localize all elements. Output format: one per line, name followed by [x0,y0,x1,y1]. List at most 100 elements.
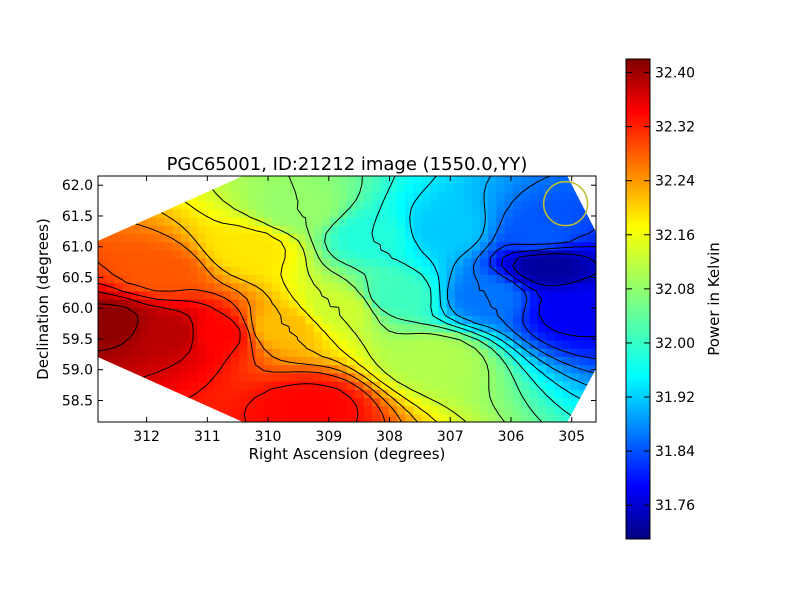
heatmap-cell [413,200,423,210]
heatmap-cell [579,249,589,259]
heatmap-cell [330,307,340,316]
heatmap-cell [222,331,232,341]
heatmap-cell [338,290,348,300]
heatmap-cell [197,225,207,234]
heatmap-cell [413,208,423,218]
heatmap-cell [197,241,207,251]
heatmap-cell [214,340,224,349]
heatmap-cell [272,389,282,398]
heatmap-cell [181,364,190,374]
heatmap-cell [98,200,107,210]
heatmap-cell [496,315,506,325]
heatmap-cell [529,405,539,415]
heatmap-cell [189,176,199,185]
heatmap-cell [297,340,307,349]
heatmap-cell [214,397,224,407]
heatmap-cell [446,258,456,267]
heatmap-cell [479,307,489,316]
heatmap-cell [396,299,406,308]
heatmap-cell [164,315,174,325]
heatmap-cell [347,208,356,218]
heatmap-cell [554,192,564,202]
heatmap-cell [347,258,356,267]
heatmap-cell [371,356,381,366]
heatmap-cell [230,315,240,325]
heatmap-cell [562,184,572,193]
heatmap-cell [488,356,497,366]
heatmap-cell [280,372,290,382]
heatmap-cell [197,290,207,300]
contour-line [324,176,543,422]
heatmap-cell [322,381,331,390]
heatmap-cell [131,348,141,357]
colorbar [625,58,651,540]
heatmap-cell [214,176,224,185]
heatmap-cell [139,200,149,210]
heatmap-cell [147,364,157,374]
heatmap-cell [421,258,431,267]
heatmap-cell [214,381,224,390]
heatmap-cell [579,381,589,390]
heatmap-cell [496,348,506,357]
heatmap-cell [139,340,149,349]
heatmap-cell [396,323,406,333]
heatmap-cell [106,217,116,226]
heatmap-cell [363,274,373,284]
heatmap-cell [413,413,423,422]
heatmap-cell [272,315,282,325]
heatmap-cell [488,258,497,267]
heatmap-cell [571,266,580,275]
heatmap-cell [222,282,232,292]
heatmap-cell [114,241,124,251]
heatmap-cell [147,356,157,366]
heatmap-cell [147,249,157,259]
heatmap-cell [255,372,265,382]
heatmap-cell [280,208,290,218]
heatmap-cell [396,233,406,243]
heatmap-cell [122,307,132,316]
heatmap-cell [106,290,116,300]
heatmap-cell [264,356,273,366]
heatmap-cell [380,282,390,292]
heatmap-cell [305,241,315,251]
heatmap-cell [114,249,124,259]
heatmap-cell [230,323,240,333]
heatmap-cell [463,249,473,259]
heatmap-cell [513,266,522,275]
heatmap-cell [172,225,182,234]
heatmap-cell [255,340,265,349]
heatmap-cell [197,258,207,267]
heatmap-cell [371,249,381,259]
contour-line [98,303,139,352]
heatmap-cell [521,364,531,374]
heatmap-cell [98,192,107,202]
heatmap-cell [513,184,522,193]
heatmap-cell [463,413,473,422]
heatmap-cell [239,372,248,382]
heatmap-cell [338,323,348,333]
heatmap-cell [114,200,124,210]
heatmap-cell [313,266,323,275]
heatmap-cell [222,176,232,185]
heatmap-cell [189,315,199,325]
heatmap-cell [98,364,107,374]
heatmap-cell [230,331,240,341]
heatmap-cell [546,225,556,234]
heatmap-cell [579,307,589,316]
heatmap-cell [430,413,439,422]
heatmap-cell [322,290,331,300]
heatmap-cell [504,356,514,366]
heatmap-cell [421,315,431,325]
heatmap-cell [106,200,116,210]
heatmap-cell [562,233,572,243]
heatmap-cell [430,241,439,251]
heatmap-cell [98,307,107,316]
contour-line [446,176,596,389]
heatmap-cell [197,381,207,390]
heatmap-cell [139,405,149,415]
heatmap-cell [322,323,331,333]
heatmap-cell [463,299,473,308]
heatmap-cell [405,331,414,341]
heatmap-cell [272,184,282,193]
heatmap-cell [537,266,547,275]
